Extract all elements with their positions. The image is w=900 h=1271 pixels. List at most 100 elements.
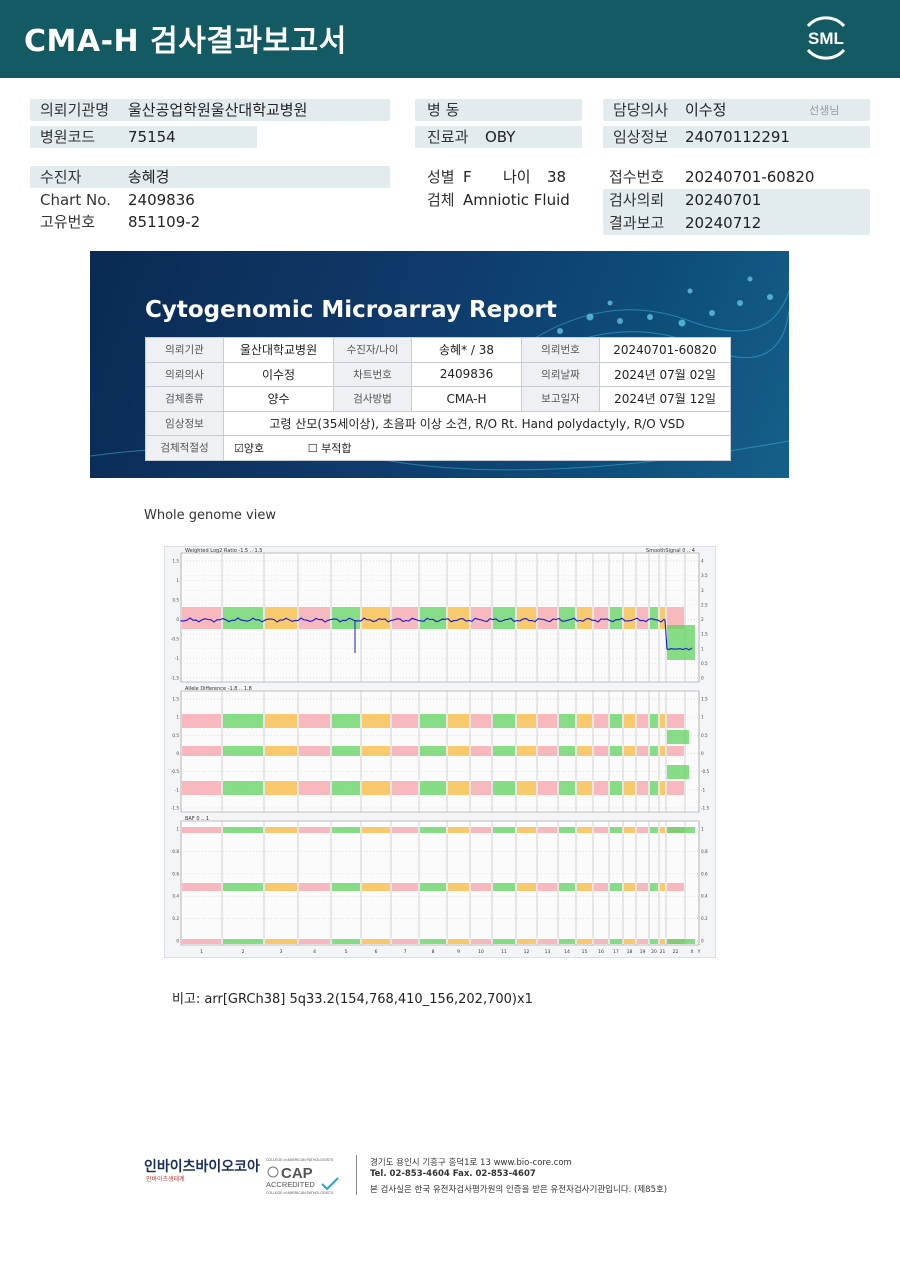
specimen-field: 검체 Amniotic Fluid <box>415 189 595 211</box>
cell-value: 이수정 <box>223 361 334 387</box>
tick-label: 0.5 <box>172 598 179 603</box>
allele-band <box>538 781 557 795</box>
baf-band <box>667 827 695 833</box>
tick-label: -1 <box>175 656 180 661</box>
report-title: Cytogenomic Microarray Report <box>145 297 557 323</box>
baf-band <box>637 939 648 944</box>
tick-label: 0.5 <box>701 661 708 666</box>
tick-label: 0.6 <box>701 871 708 876</box>
dept-value: OBY <box>485 128 516 146</box>
tick-label: 1 <box>701 715 704 720</box>
institution-value: 울산공업학원울산대학교병원 <box>128 101 308 119</box>
baf-band <box>577 883 592 891</box>
log2-band <box>448 607 469 629</box>
allele-band <box>420 746 446 756</box>
allele-band <box>392 714 418 728</box>
receipt-field: 접수번호 20240701-60820 <box>603 166 870 188</box>
baf-band <box>471 827 491 833</box>
ward-field: 병 동 <box>415 99 582 121</box>
baf-band <box>517 883 536 891</box>
allele-band <box>182 714 221 728</box>
baf-band <box>182 827 221 833</box>
tick-label: 0 <box>176 939 179 944</box>
allele-band <box>471 714 491 728</box>
baf-band <box>660 827 665 833</box>
chromosome-label: 1 <box>200 949 203 955</box>
baf-band <box>559 883 575 891</box>
baf-band <box>624 939 635 944</box>
unique-no-field: 고유번호 851109-2 <box>30 211 330 233</box>
baf-band <box>610 883 622 891</box>
footer-address: 경기도 용인시 기흥구 흥덕1로 13 www.bio-core.com <box>370 1158 572 1168</box>
allele-band <box>660 781 665 795</box>
allele-band <box>538 746 557 756</box>
table-row: 임상정보 고령 산모(35세이상), 초음파 이상 소견, R/O Rt. Ha… <box>145 410 731 436</box>
baf-band <box>493 827 515 833</box>
tick-label: -1 <box>175 787 180 792</box>
baf-band <box>420 939 446 944</box>
allele-band <box>420 781 446 795</box>
allele-band <box>332 746 360 756</box>
footer-tel: Tel. 02-853-4604 Fax. 02-853-4607 <box>370 1169 536 1179</box>
unique-no-label: 고유번호 <box>40 213 96 231</box>
hospital-code-label: 병원코드 <box>40 128 96 146</box>
allele-band <box>667 730 689 744</box>
log2-band <box>667 625 695 660</box>
allele-band <box>637 781 648 795</box>
tick-label: 2 <box>701 617 704 622</box>
tick-label: 4 <box>701 559 704 564</box>
tick-label: 0 <box>701 676 704 681</box>
baf-band <box>650 827 658 833</box>
cap-text: CAP <box>281 1165 313 1182</box>
chart-no-value: 2409836 <box>128 191 195 209</box>
allele-band <box>610 746 622 756</box>
log2-band <box>637 607 648 629</box>
chromosome-label: 8 <box>432 949 435 955</box>
allele-band <box>577 746 592 756</box>
cell-label: 검체종류 <box>145 386 224 412</box>
allele-band <box>637 714 648 728</box>
allele-band <box>299 746 330 756</box>
doctor-field: 담당의사 이수정 선생님 <box>603 99 870 121</box>
report-info-table: 의뢰기관 울산대학교병원 수진자/나이 송혜* / 38 의뢰번호 202407… <box>145 337 731 461</box>
genome-plot-svg: Weighted Log2 Ratio -1.5 .. 1.5 SmoothSig… <box>171 548 710 955</box>
baf-band <box>538 939 557 944</box>
allele-band <box>559 781 575 795</box>
tick-label: -1.5 <box>171 806 180 811</box>
baf-band <box>420 883 446 891</box>
tick-label: 0.2 <box>172 916 179 921</box>
tick-label: 0.2 <box>701 916 708 921</box>
allele-band <box>624 746 635 756</box>
result-label: 결과보고 <box>609 214 665 232</box>
baf-band <box>650 883 658 891</box>
allele-band <box>610 781 622 795</box>
tick-label: -1 <box>701 787 706 792</box>
clinical-label: 임상정보 <box>613 128 669 146</box>
allele-band <box>448 714 469 728</box>
baf-band <box>392 883 418 891</box>
allele-band <box>624 781 635 795</box>
tick-label: 3 <box>701 588 704 593</box>
baf-band <box>471 939 491 944</box>
remark: 비고: arr[GRCh38] 5q33.2(154,768,410_156,2… <box>172 992 533 1007</box>
log2-band <box>650 607 658 629</box>
company-logo: 인바이츠바이오코아 <box>144 1159 260 1175</box>
allele-band <box>448 746 469 756</box>
baf-band <box>493 939 515 944</box>
clinical-info-value: 고령 산모(35세이상), 초음파 이상 소견, R/O Rt. Hand po… <box>223 410 731 436</box>
cell-label: 차트번호 <box>333 361 412 387</box>
baf-band <box>637 883 648 891</box>
allele-band <box>667 765 689 779</box>
baf-band <box>577 827 592 833</box>
log2-band <box>420 607 446 629</box>
baf-band <box>265 827 297 833</box>
cap-top: COLLEGE of AMERICAN PATHOLOGISTS <box>266 1158 334 1162</box>
specimen-value: Amniotic Fluid <box>463 191 570 209</box>
log2-band <box>517 607 536 629</box>
chromosome-label: 3 <box>280 949 283 955</box>
baf-band <box>299 939 330 944</box>
allele-band <box>448 781 469 795</box>
allele-band <box>594 746 608 756</box>
tick-label: 1 <box>701 827 704 832</box>
tick-label: 1 <box>176 827 179 832</box>
